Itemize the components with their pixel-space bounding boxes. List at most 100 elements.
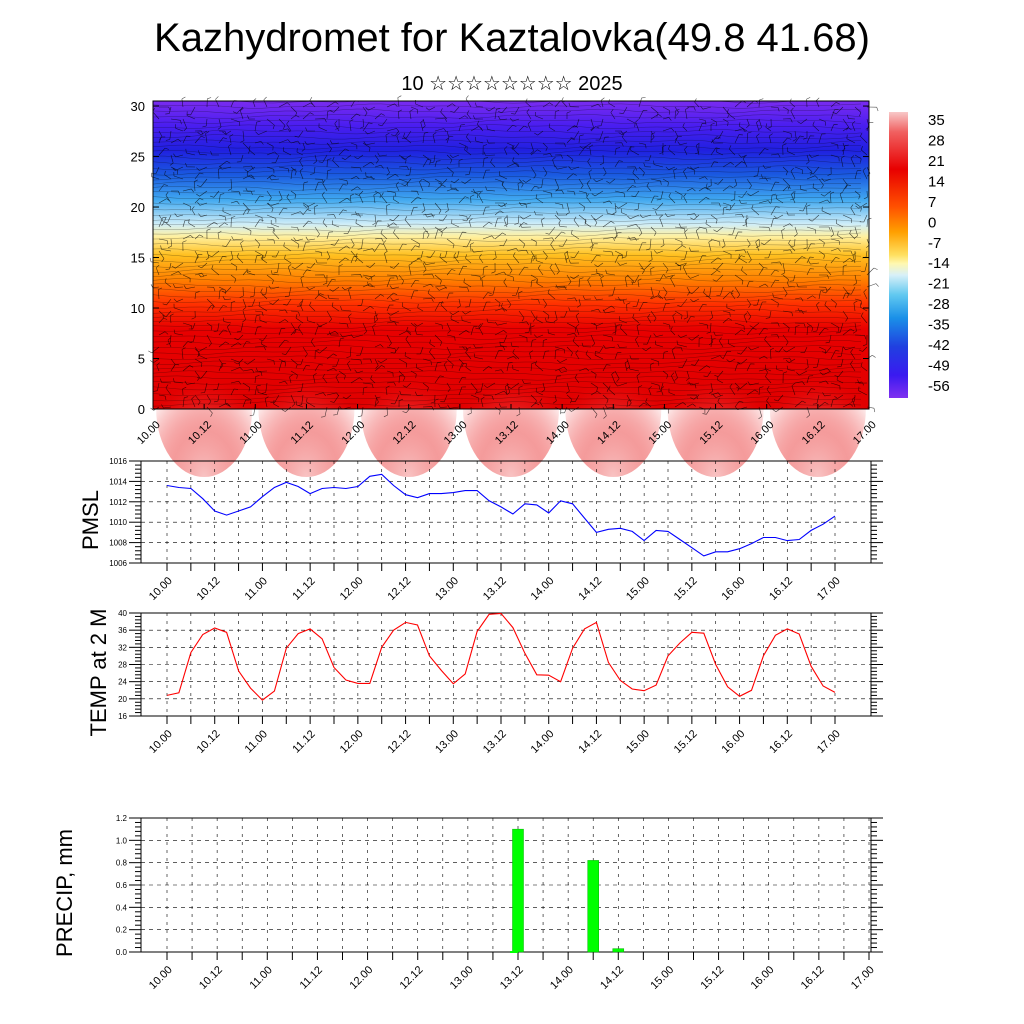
series-line bbox=[166, 473, 836, 557]
contour-line bbox=[152, 263, 862, 268]
x-tick-label: 14.00 bbox=[529, 728, 557, 756]
chart-title: Kazhydromet for Kaztalovka(49.8 41.68) bbox=[154, 16, 870, 60]
x-tick-label: 12.00 bbox=[347, 964, 375, 992]
contour-line bbox=[152, 257, 862, 263]
contour-line bbox=[152, 211, 862, 217]
y-tick-label: 1016 bbox=[109, 457, 127, 466]
precip-bar bbox=[512, 828, 524, 953]
contour-line bbox=[152, 185, 862, 191]
y-tick-label: 16 bbox=[118, 712, 127, 721]
x-tick-label: 15.00 bbox=[648, 964, 676, 992]
x-tick-label: 15.12 bbox=[672, 728, 700, 756]
contour-line bbox=[152, 165, 862, 171]
precip-panel: 0.0 0.2 0.4 0.6 0.8 1.0 1.2 10.00 10.12 11.00 11.1… bbox=[52, 814, 883, 992]
y-axis-label: PMSL bbox=[78, 490, 103, 550]
contour-line bbox=[152, 190, 862, 196]
colorbar-label: -56 bbox=[928, 378, 950, 395]
plot-frame bbox=[140, 817, 872, 953]
contour-line bbox=[152, 288, 862, 294]
colorbar-label: -7 bbox=[928, 235, 941, 252]
colorbar-label: -21 bbox=[928, 276, 950, 293]
x-tick-label: 13.12 bbox=[481, 728, 509, 756]
y-tick-label: 28 bbox=[118, 661, 127, 670]
contour-line bbox=[152, 298, 862, 304]
y-tick-label: 1008 bbox=[109, 539, 127, 548]
contour-line bbox=[152, 232, 862, 237]
x-tick-label: 13.00 bbox=[433, 575, 461, 603]
contour-line bbox=[152, 329, 862, 335]
contour-line bbox=[152, 196, 862, 201]
y-tick-label: 20 bbox=[118, 695, 127, 704]
wind-barb-paths bbox=[148, 95, 879, 420]
contour-line bbox=[152, 370, 862, 376]
contour-line bbox=[152, 334, 862, 340]
y-tick-label: 0.2 bbox=[116, 926, 128, 935]
contour-line bbox=[152, 242, 862, 248]
x-tick-label: 14.00 bbox=[529, 575, 557, 603]
contour-line bbox=[152, 303, 862, 309]
x-tick-label: 16.00 bbox=[719, 575, 747, 603]
contour-line bbox=[152, 144, 862, 150]
x-tick-label: 12.00 bbox=[338, 728, 366, 756]
contour-line bbox=[152, 170, 862, 176]
y-tick-label: 0.0 bbox=[116, 948, 128, 957]
x-tick-label: 10.12 bbox=[195, 728, 223, 756]
contour-line bbox=[152, 108, 862, 114]
x-tick-label: 11.00 bbox=[247, 964, 274, 991]
x-tick-label: 16.00 bbox=[719, 728, 747, 756]
contour-line bbox=[152, 375, 862, 381]
x-tick-label: 13.12 bbox=[498, 964, 526, 992]
contour-line bbox=[152, 293, 862, 299]
y-tick-label: 0.8 bbox=[116, 859, 128, 868]
x-tick-label: 13.00 bbox=[448, 964, 476, 992]
contour-line bbox=[152, 339, 862, 345]
contour-line bbox=[152, 350, 862, 355]
x-tick-label: 12.12 bbox=[385, 575, 413, 603]
contour-line bbox=[152, 355, 862, 360]
plot-frame bbox=[140, 612, 872, 717]
colorbar-label: -14 bbox=[928, 255, 950, 272]
x-tick-label: 15.12 bbox=[672, 575, 700, 603]
x-tick-label: 17.00 bbox=[815, 575, 843, 603]
y-tick-label: 0.6 bbox=[116, 881, 128, 890]
y-tick-label: 10 bbox=[131, 301, 145, 316]
y-tick-label: 1.2 bbox=[116, 814, 128, 823]
x-tick-label: 15.00 bbox=[624, 728, 652, 756]
x-tick-label: 17.00 bbox=[849, 964, 877, 992]
contour-line bbox=[152, 314, 862, 320]
y-tick-label: 1006 bbox=[109, 559, 127, 568]
colorbar-label: -35 bbox=[928, 317, 950, 334]
contour-line bbox=[152, 252, 862, 258]
x-tick-label: 10.12 bbox=[197, 964, 225, 992]
contour-line bbox=[152, 201, 861, 207]
x-tick-label: 14.12 bbox=[598, 964, 626, 992]
x-tick-label: 15.12 bbox=[698, 964, 726, 992]
contour-line bbox=[152, 309, 862, 314]
y-tick-label: 1014 bbox=[109, 477, 127, 486]
pmsl-panel: 1006 1008 1010 1012 1014 1016 10.00 10.12 11.00 1… bbox=[78, 457, 883, 603]
y-tick-label: 0 bbox=[138, 402, 145, 417]
x-tick-label: 16.12 bbox=[767, 728, 795, 756]
contour-line bbox=[152, 365, 862, 371]
x-tick-label: 14.00 bbox=[548, 964, 576, 992]
x-tick-label: 13.00 bbox=[433, 728, 461, 756]
colorbar-label: 0 bbox=[928, 214, 936, 231]
contour-line bbox=[152, 396, 862, 402]
contour-line bbox=[152, 386, 862, 391]
contour-line bbox=[152, 273, 862, 278]
y-tick-label: 25 bbox=[131, 150, 145, 165]
colorbar-label: 7 bbox=[928, 194, 936, 211]
x-tick-label: 17.00 bbox=[815, 728, 843, 756]
y-tick-label: 30 bbox=[131, 99, 145, 114]
contour-line bbox=[152, 226, 862, 232]
x-tick-label: 13.12 bbox=[481, 575, 509, 603]
contour-line bbox=[152, 268, 862, 273]
x-tick-label: 14.12 bbox=[576, 575, 604, 603]
contour-line bbox=[152, 344, 862, 350]
x-tick-label: 11.00 bbox=[243, 575, 270, 602]
y-axis-label: PRECIP, mm bbox=[52, 829, 77, 957]
contour-line bbox=[152, 206, 862, 211]
x-tick-label: 11.12 bbox=[290, 728, 317, 755]
